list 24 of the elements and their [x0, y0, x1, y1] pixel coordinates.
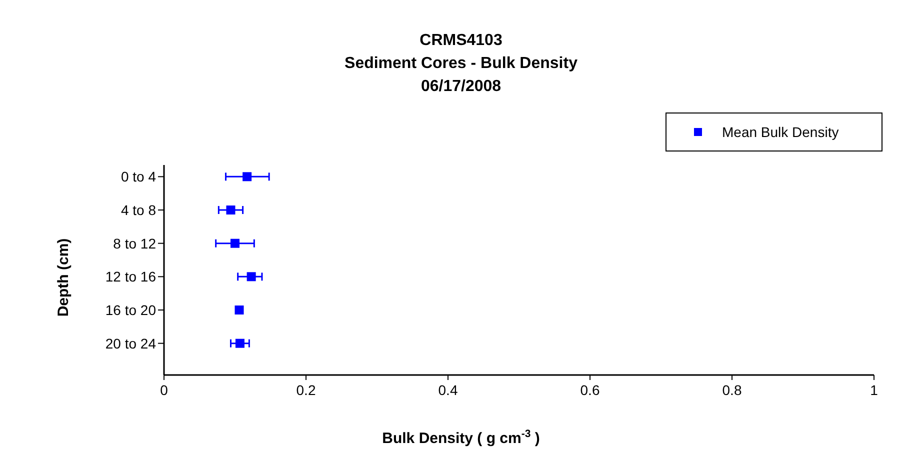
y-tick-label: 0 to 4 [120, 168, 156, 185]
y-tick-label: 12 to 16 [105, 268, 156, 285]
x-tick-label: 1 [870, 382, 878, 398]
point [234, 306, 244, 314]
y-tick-label: 20 to 24 [105, 335, 156, 352]
y-tick-label: 16 to 20 [105, 302, 156, 318]
chart-subtitle: Sediment Cores - Bulk Density [344, 55, 578, 72]
y-axis-title: Depth (cm) [55, 238, 72, 317]
x-tick-label: 0.2 [296, 382, 316, 398]
y-tick-label: 8 to 12 [113, 235, 156, 252]
x-tick-label: 0.8 [722, 382, 742, 398]
point [242, 172, 252, 182]
legend-label: Mean Bulk Density [722, 124, 839, 140]
point [235, 338, 244, 348]
chart-title: CRMS4103 [420, 32, 502, 49]
y-tick-label: 4 to 8 [120, 202, 156, 218]
point [246, 272, 256, 282]
point [230, 238, 240, 248]
x-tick-label: 0.4 [438, 382, 458, 398]
x-tick-label: 0 [160, 382, 168, 398]
x-tick-label: 0.6 [580, 382, 600, 398]
text: 06/17/2008 [420, 78, 502, 95]
x-axis-title: Bulk Density ( g cm$^{-3}$ ) [382, 428, 540, 447]
point [226, 206, 236, 214]
